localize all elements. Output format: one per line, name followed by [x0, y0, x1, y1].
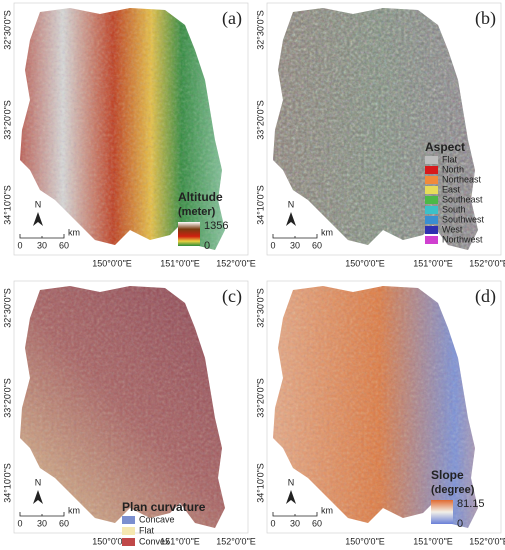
longitude-label: 152°0'0"E: [469, 258, 505, 268]
scale-label: 30: [290, 240, 300, 250]
north-label: N: [288, 477, 295, 487]
legend-entry: West: [442, 224, 463, 234]
scale-label: 60: [59, 240, 69, 250]
panel-label: (b): [475, 8, 496, 29]
legend-swatch: [425, 196, 438, 204]
longitude-label: 151°0'0"E: [413, 536, 453, 546]
north-arrow: [33, 490, 43, 504]
scale-label: 0: [270, 240, 275, 250]
legend-entry: East: [442, 184, 461, 194]
latitude-label: 34°10'0"S: [2, 463, 12, 503]
panel-label: (c): [222, 286, 242, 307]
map-panel: (b) 32°30'0"S 33°20'0"S 34°10'0"S 150°0'0"E 1…: [255, 2, 505, 268]
latitude-label: 34°10'0"S: [255, 463, 265, 503]
legend-title: Aspect: [425, 140, 465, 154]
north-arrow: [286, 212, 296, 226]
legend-swatch: [122, 538, 135, 546]
legend-entry: Flat: [442, 154, 458, 164]
legend-entry: Southeast: [442, 194, 483, 204]
legend-swatch: [425, 236, 438, 244]
legend-unit: (degree): [431, 484, 475, 496]
latitude-label: 33°20'0"S: [255, 100, 265, 140]
map-panel: (d) 32°30'0"S 33°20'0"S 34°10'0"S 150°0'0"E 1…: [255, 280, 505, 546]
scale-bar: [272, 512, 318, 517]
scale-label: 0: [17, 240, 22, 250]
scale-label: 60: [59, 518, 69, 528]
legend-unit: (meter): [178, 206, 216, 218]
panel-label: (a): [222, 8, 242, 29]
scale-label: 30: [37, 240, 47, 250]
legend-entry: South: [442, 204, 466, 214]
north-label: N: [35, 477, 42, 487]
legend-title: Slope: [431, 468, 464, 482]
north-arrow: [286, 490, 296, 504]
legend-swatch: [122, 516, 135, 524]
legend-entry: Flat: [139, 525, 155, 535]
legend-title: Altitude: [178, 190, 223, 204]
longitude-label: 152°0'0"E: [216, 536, 256, 546]
scale-bar: [272, 234, 318, 239]
scale-label: 60: [312, 518, 322, 528]
legend-entry: Northeast: [442, 174, 482, 184]
panel-label: (d): [475, 286, 496, 307]
scale-unit: km: [321, 227, 333, 237]
legend-entry: Northwest: [442, 234, 483, 244]
latitude-label: 33°20'0"S: [2, 100, 12, 140]
longitude-label: 150°0'0"E: [345, 258, 385, 268]
longitude-label: 150°0'0"E: [92, 258, 132, 268]
map-panel: (a) 32°30'0"S 33°20'0"S 34°10'0"S 150°0'0"E 1…: [2, 2, 256, 268]
north-label: N: [288, 199, 295, 209]
legend-colorbar: [431, 500, 453, 524]
longitude-label: 150°0'0"E: [345, 536, 385, 546]
legend-swatch: [425, 186, 438, 194]
legend-entry: Southwest: [442, 214, 485, 224]
legend-swatch: [425, 176, 438, 184]
scale-unit: km: [321, 505, 333, 515]
scale-bar: [19, 512, 65, 517]
legend-entry: North: [442, 164, 464, 174]
legend-max: 81.15: [457, 498, 485, 510]
latitude-label: 33°20'0"S: [2, 378, 12, 418]
north-label: N: [35, 199, 42, 209]
latitude-label: 32°30'0"S: [2, 288, 12, 328]
latitude-label: 33°20'0"S: [255, 378, 265, 418]
legend-swatch: [122, 527, 135, 535]
scale-bar: [19, 234, 65, 239]
scale-label: 60: [312, 240, 322, 250]
latitude-label: 32°30'0"S: [255, 10, 265, 50]
legend-entry: Convex: [139, 536, 170, 546]
map-panel: (c) 32°30'0"S 33°20'0"S 34°10'0"S 150°0'0"E 1…: [2, 280, 256, 546]
longitude-label: 152°0'0"E: [216, 258, 256, 268]
latitude-label: 34°10'0"S: [2, 185, 12, 225]
north-arrow: [33, 212, 43, 226]
scale-label: 0: [270, 518, 275, 528]
scale-label: 0: [17, 518, 22, 528]
longitude-label: 151°0'0"E: [413, 258, 453, 268]
scale-label: 30: [290, 518, 300, 528]
scale-unit: km: [68, 227, 80, 237]
scale-label: 30: [37, 518, 47, 528]
legend-min: 0: [204, 240, 210, 252]
longitude-label: 151°0'0"E: [160, 536, 200, 546]
legend-max: 1356: [204, 220, 228, 232]
latitude-label: 32°30'0"S: [2, 10, 12, 50]
latitude-label: 34°10'0"S: [255, 185, 265, 225]
legend-swatch: [425, 156, 438, 164]
legend-swatch: [425, 206, 438, 214]
legend-min: 0: [457, 518, 463, 530]
legend-swatch: [425, 166, 438, 174]
scale-unit: km: [68, 505, 80, 515]
legend-swatch: [425, 226, 438, 234]
legend-swatch: [425, 216, 438, 224]
legend-title: Plan curvature: [122, 500, 206, 514]
latitude-label: 32°30'0"S: [255, 288, 265, 328]
longitude-label: 152°0'0"E: [469, 536, 505, 546]
longitude-label: 150°0'0"E: [92, 536, 132, 546]
legend-colorbar: [178, 222, 200, 246]
longitude-label: 151°0'0"E: [160, 258, 200, 268]
legend-entry: Concave: [139, 514, 175, 524]
